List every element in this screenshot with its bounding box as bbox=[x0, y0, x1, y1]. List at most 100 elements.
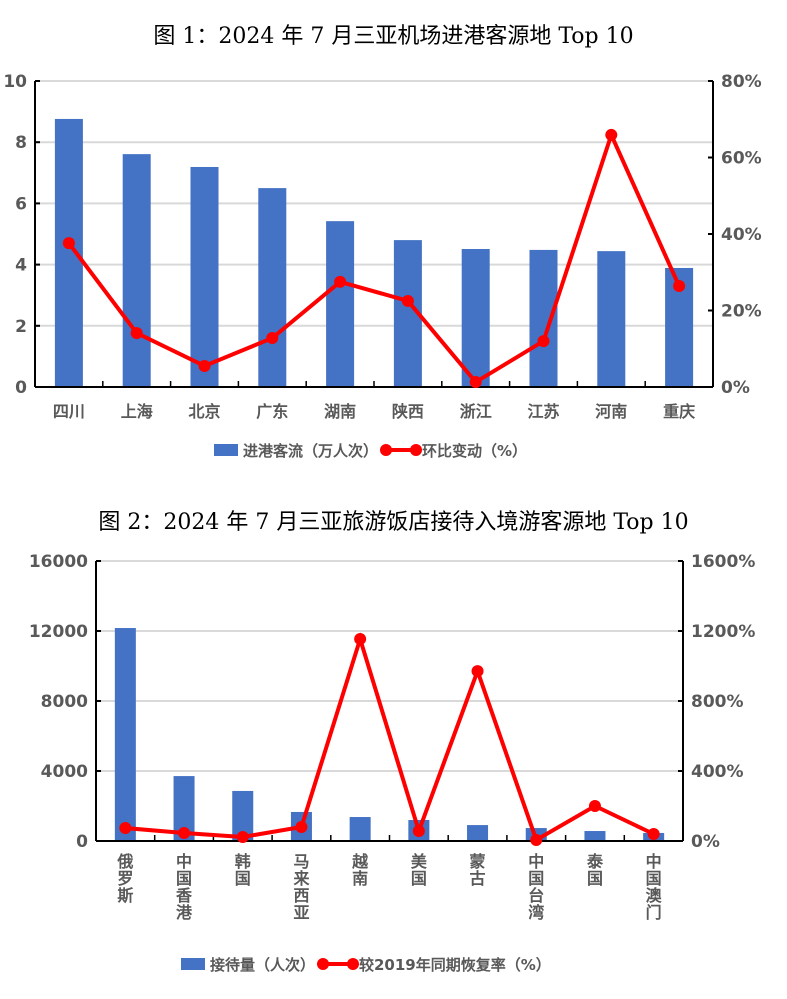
legend-bar-label: 进港客流（万人次） bbox=[243, 442, 378, 460]
legend-line-marker bbox=[380, 444, 392, 456]
legend-bar-swatch bbox=[181, 958, 205, 970]
x-tick-label: 国 bbox=[176, 869, 192, 888]
y2-tick-label: 60% bbox=[721, 149, 762, 169]
line-series bbox=[125, 632, 655, 843]
y-tick-label: 4 bbox=[15, 256, 27, 276]
x-tick-label: 重庆 bbox=[663, 402, 695, 421]
y2-tick-label: 800% bbox=[691, 692, 744, 712]
y-tick-label: 8 bbox=[15, 133, 27, 153]
x-tick-label: 澳 bbox=[646, 886, 663, 905]
y-tick-label: 6 bbox=[15, 194, 27, 214]
line-point bbox=[266, 332, 279, 345]
bar bbox=[258, 188, 287, 387]
line-point bbox=[471, 665, 484, 678]
line-point bbox=[605, 128, 618, 141]
x-tick-label: 国 bbox=[528, 869, 544, 888]
bar bbox=[173, 776, 195, 841]
x-tick-label: 港 bbox=[176, 903, 193, 922]
y-tick-label: 16000 bbox=[29, 552, 88, 572]
x-tick-label: 国 bbox=[411, 869, 427, 888]
x-tick-label: 河南 bbox=[595, 402, 627, 421]
x-tick-label: 湾 bbox=[528, 903, 544, 922]
x-tick-label: 马 bbox=[293, 852, 309, 871]
line-point bbox=[673, 280, 686, 293]
legend-line-marker bbox=[347, 958, 359, 970]
chart2-title: 图 2：2024 年 7 月三亚旅游饭店接待入境游客源地 Top 10 bbox=[98, 510, 689, 535]
y2-tick-label: 400% bbox=[691, 762, 744, 782]
bar bbox=[114, 628, 136, 841]
line-point bbox=[198, 359, 211, 372]
y-tick-label: 8000 bbox=[41, 692, 88, 712]
x-tick-label: 国 bbox=[646, 869, 662, 888]
x-tick-label: 泰 bbox=[586, 852, 604, 871]
bar bbox=[232, 790, 254, 841]
y-tick-label: 4000 bbox=[41, 762, 88, 782]
x-tick-label: 越 bbox=[351, 852, 369, 871]
x-tick-label: 陕西 bbox=[392, 402, 424, 421]
x-tick-label: 国 bbox=[587, 869, 603, 888]
x-tick-label: 蒙 bbox=[470, 852, 486, 871]
line-point bbox=[119, 822, 132, 835]
y-tick-label: 12000 bbox=[29, 622, 88, 642]
x-tick-label: 斯 bbox=[117, 886, 133, 905]
legend-line-marker bbox=[410, 444, 422, 456]
x-tick-label: 江苏 bbox=[527, 402, 559, 421]
y-tick-label: 10 bbox=[3, 72, 27, 92]
line-point bbox=[295, 821, 308, 833]
line-point bbox=[469, 376, 482, 389]
y2-tick-label: 1600% bbox=[691, 552, 755, 572]
legend-line-label: 较2019年同期恢复率（%） bbox=[359, 956, 551, 974]
legend-line-label: 环比变动（%） bbox=[422, 442, 527, 460]
x-tick-label: 北京 bbox=[188, 402, 220, 421]
y-tick-label: 0 bbox=[76, 832, 88, 852]
line-point bbox=[588, 800, 601, 812]
x-tick-label: 古 bbox=[470, 869, 486, 888]
x-tick-label: 美 bbox=[411, 852, 428, 871]
line-point bbox=[401, 294, 414, 307]
x-tick-label: 南 bbox=[352, 869, 368, 888]
x-tick-label: 罗 bbox=[117, 869, 133, 888]
bar bbox=[326, 221, 355, 387]
legend-bar-label: 接待量（人次） bbox=[210, 956, 315, 974]
line-point bbox=[62, 237, 75, 250]
legend-bar-swatch bbox=[214, 444, 238, 456]
bar bbox=[461, 248, 490, 387]
y2-tick-label: 20% bbox=[721, 302, 762, 322]
bar bbox=[190, 166, 219, 387]
bar bbox=[122, 154, 151, 387]
x-tick-label: 中 bbox=[176, 852, 192, 871]
bar bbox=[349, 817, 371, 841]
x-tick-label: 台 bbox=[528, 886, 544, 905]
y2-tick-label: 80% bbox=[721, 72, 762, 92]
y-tick-label: 0 bbox=[15, 378, 27, 398]
x-tick-label: 韩 bbox=[235, 852, 251, 871]
line-series bbox=[67, 129, 681, 385]
x-tick-label: 西 bbox=[293, 886, 309, 905]
line-point bbox=[334, 275, 347, 288]
line-point bbox=[530, 833, 543, 846]
y2-tick-label: 0% bbox=[721, 378, 750, 398]
bar bbox=[597, 251, 626, 387]
x-tick-label: 俄 bbox=[116, 852, 133, 871]
x-tick-label: 上海 bbox=[121, 402, 153, 421]
line-point bbox=[354, 633, 367, 646]
line-point bbox=[178, 826, 191, 839]
line-point bbox=[647, 828, 660, 840]
x-tick-label: 来 bbox=[292, 869, 310, 888]
legend-line-marker bbox=[317, 958, 329, 970]
x-tick-label: 门 bbox=[646, 903, 662, 922]
chart1-title: 图 1：2024 年 7 月三亚机场进港客源地 Top 10 bbox=[153, 24, 634, 49]
line-point bbox=[130, 327, 143, 340]
x-tick-label: 亚 bbox=[293, 903, 309, 922]
y2-tick-label: 1200% bbox=[691, 622, 755, 642]
x-tick-label: 国 bbox=[235, 869, 251, 888]
x-tick-label: 四川 bbox=[53, 402, 85, 421]
x-tick-label: 中 bbox=[528, 852, 544, 871]
y2-tick-label: 40% bbox=[721, 225, 762, 245]
x-tick-label: 浙江 bbox=[460, 402, 492, 421]
x-tick-label: 中 bbox=[646, 852, 662, 871]
chart1: 0 2 4 6 8 10 0% 20% 40% 60% 80% 四川 上海 北京 广东 湖南 陕西 浙江 江苏 河南 重… bbox=[3, 72, 762, 460]
y-tick-label: 2 bbox=[15, 317, 27, 337]
bar bbox=[584, 831, 606, 841]
